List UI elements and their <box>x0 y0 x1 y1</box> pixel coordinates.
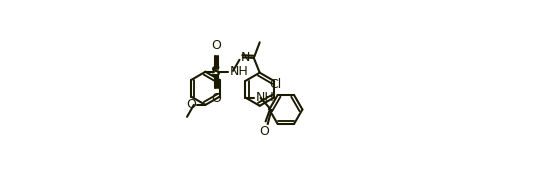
Text: N: N <box>241 51 251 63</box>
Text: Cl: Cl <box>270 77 282 91</box>
Text: O: O <box>187 98 196 111</box>
Text: O: O <box>212 38 222 52</box>
Text: S: S <box>212 65 222 79</box>
Text: O: O <box>212 92 222 105</box>
Text: NH: NH <box>229 65 248 78</box>
Text: O: O <box>260 125 270 139</box>
Text: NH: NH <box>256 91 275 104</box>
